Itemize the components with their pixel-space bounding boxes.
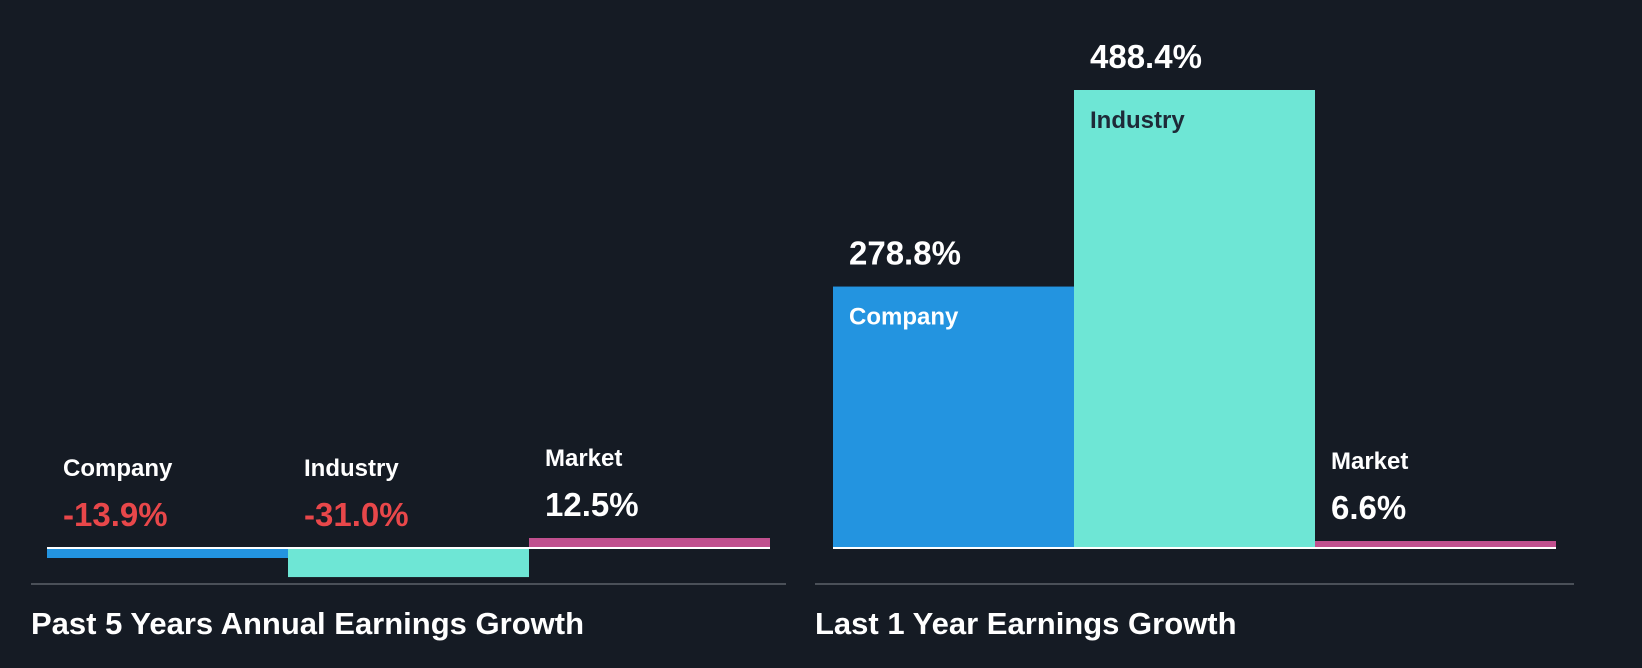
panel-past-5-years: Company -13.9% Industry -31.0% Market 12.5% P…	[31, 445, 786, 641]
last-1-year-value-label-company: 278.8%	[849, 235, 961, 272]
last-1-year-category-label-industry: Industry	[1090, 107, 1185, 134]
last-1-year-labels: Company 278.8% Industry 488.4% Market 6.6%	[849, 38, 1408, 526]
last-1-year-category-label-market: Market	[1331, 448, 1408, 475]
last-1-year-category-label-company: Company	[849, 304, 959, 331]
past-5-years-category-label-market: Market	[545, 445, 622, 472]
past-5-years-value-label-industry: -31.0%	[304, 496, 409, 533]
last-1-year-value-label-market: 6.6%	[1331, 489, 1406, 526]
past-5-years-labels: Company -13.9% Industry -31.0% Market 12.5%	[63, 445, 639, 533]
panel-last-1-year: Company 278.8% Industry 488.4% Market 6.6% La…	[815, 38, 1574, 641]
last-1-year-bar-market	[1315, 541, 1556, 548]
past-5-years-value-label-company: -13.9%	[63, 496, 168, 533]
past-5-years-bar-industry	[288, 548, 529, 578]
past-5-years-bar-market	[529, 538, 770, 548]
past-5-years-bars	[47, 538, 770, 578]
past-5-years-category-label-industry: Industry	[304, 455, 399, 482]
past-5-years-category-label-company: Company	[63, 455, 173, 482]
past-5-years-bar-company	[47, 548, 288, 558]
last-1-year-bars	[833, 90, 1556, 548]
last-1-year-bar-company	[833, 286, 1074, 548]
last-1-year-title: Last 1 Year Earnings Growth	[815, 606, 1237, 641]
past-5-years-title: Past 5 Years Annual Earnings Growth	[31, 606, 584, 641]
past-5-years-value-label-market: 12.5%	[545, 486, 639, 523]
last-1-year-bar-industry	[1074, 90, 1315, 548]
last-1-year-value-label-industry: 488.4%	[1090, 38, 1202, 75]
